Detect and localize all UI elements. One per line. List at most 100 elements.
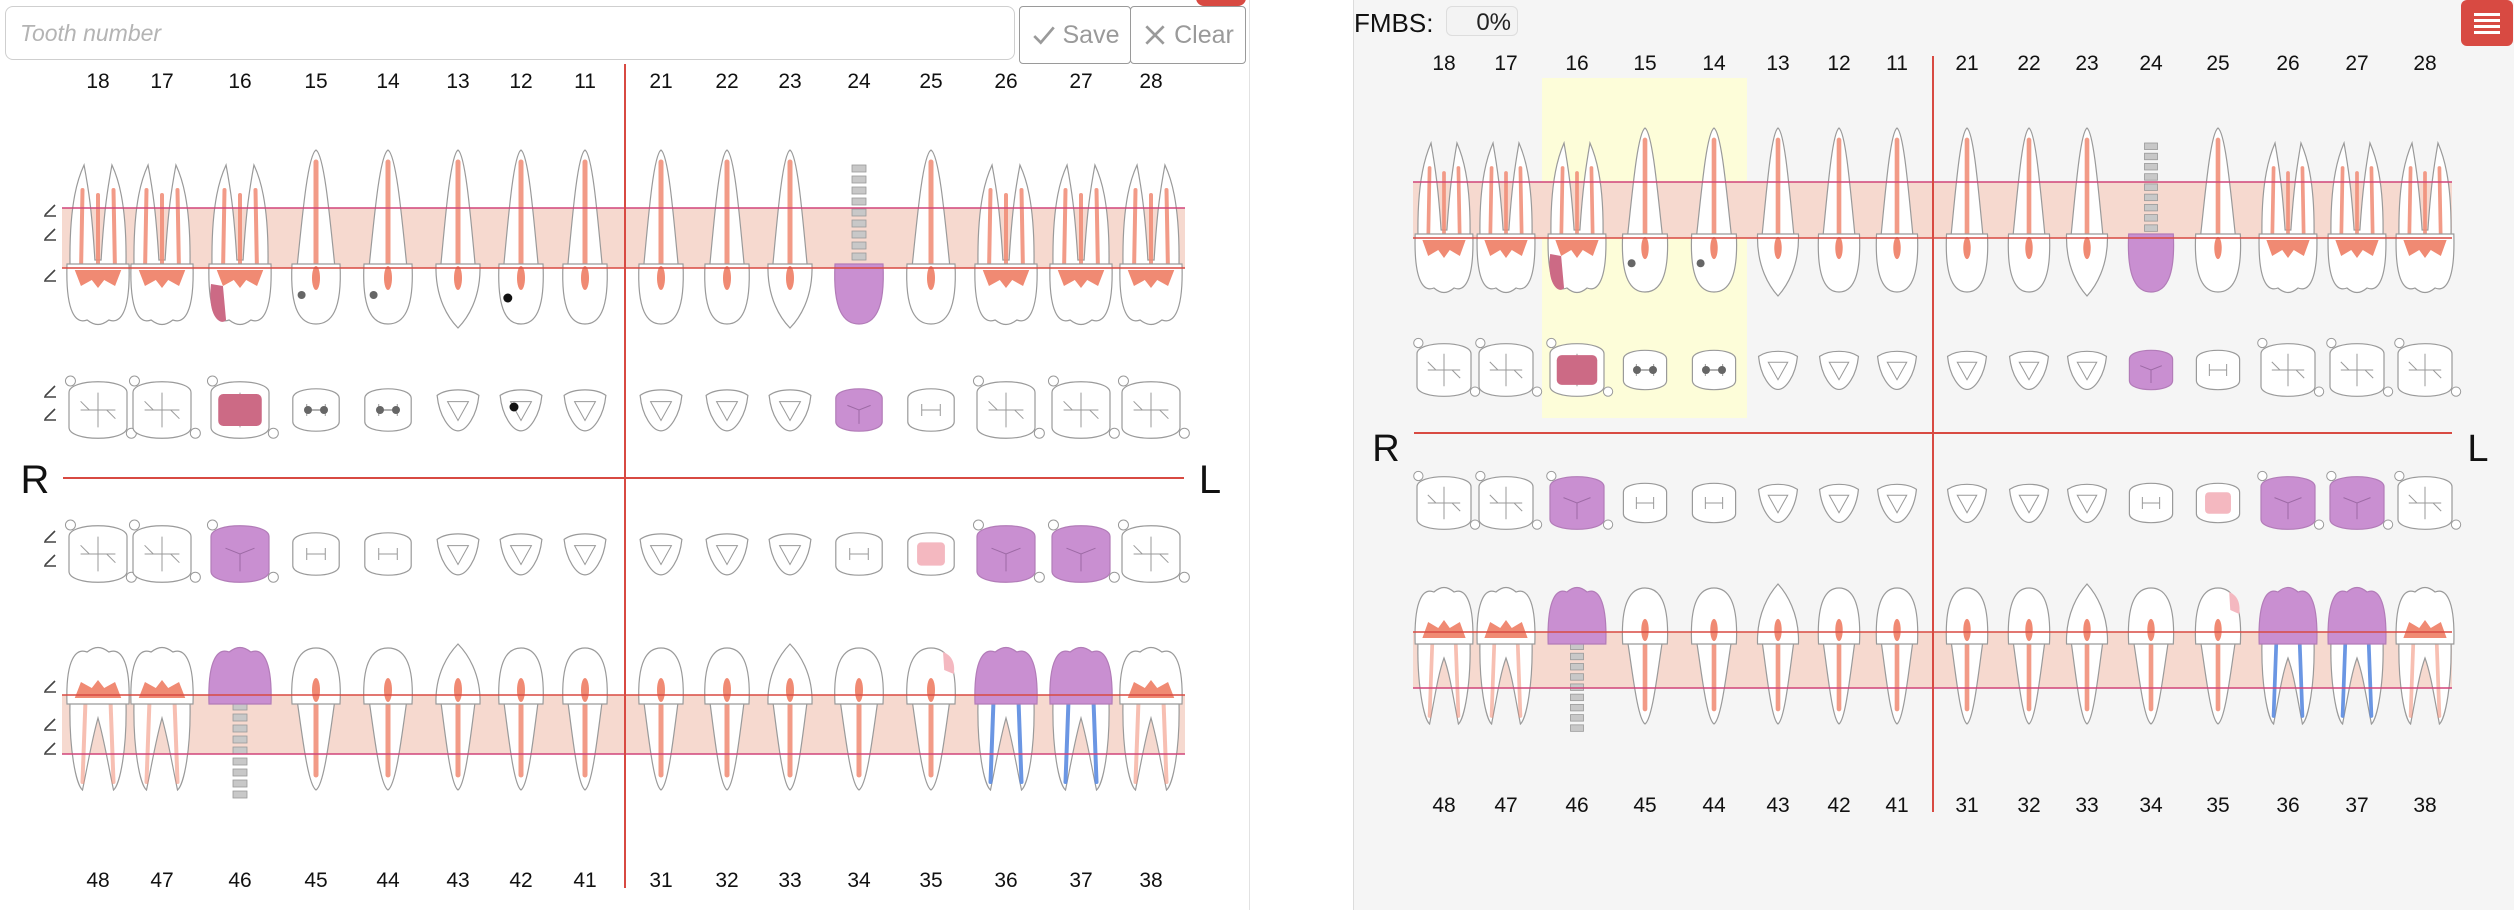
- left-tooth-23-pulp: [786, 266, 794, 290]
- right-tooth-16: [1546, 140, 1614, 397]
- right-tooth-18-surface-a: [1413, 337, 1424, 349]
- left-pencil-icon-3: [44, 385, 56, 398]
- left-tooth-27-surface-b: [1108, 427, 1120, 439]
- left-tooth-27: [1047, 163, 1120, 439]
- left-upper-label-11: 11: [574, 70, 596, 93]
- menu-button[interactable]: [2461, 0, 2513, 46]
- right-tooth-18: [1413, 140, 1481, 397]
- left-tooth-28-surface-b: [1178, 427, 1190, 439]
- right-lower-label-34: 34: [2139, 794, 2163, 817]
- left-tooth-27-pulp: [1057, 270, 1105, 288]
- check-icon: [1032, 26, 1055, 45]
- left-tooth-45-crown: [291, 647, 341, 705]
- right-tooth-45-crown: [1621, 587, 1669, 645]
- left-tooth-28-pulp: [1127, 270, 1175, 288]
- right-tooth-27-surface-a: [2326, 337, 2337, 349]
- left-tooth-43-crown: [435, 643, 481, 705]
- clear-button[interactable]: Clear: [1130, 6, 1246, 64]
- tooth-number-input[interactable]: [5, 6, 1015, 60]
- left-tooth-22: [704, 149, 750, 432]
- left-tooth-17-fissures: [144, 392, 180, 428]
- right-tooth-48-canals: [1427, 636, 1461, 718]
- right-lower-label-38: 38: [2413, 794, 2436, 817]
- left-pencil-icon-4: [44, 408, 56, 421]
- left-tooth-36: [972, 519, 1045, 792]
- left-tooth-41: [562, 533, 608, 791]
- right-tooth-12-pulp: [1835, 236, 1843, 260]
- left-tooth-41-crown: [562, 647, 608, 705]
- left-upper-label-14: 14: [376, 70, 400, 93]
- left-upper-label-18: 18: [86, 70, 109, 93]
- right-tooth-47-fissures: [1489, 486, 1523, 520]
- save-button[interactable]: Save: [1019, 6, 1131, 64]
- right-tooth-32-crown: [2007, 587, 2051, 645]
- right-upper-label-14: 14: [1702, 52, 1726, 75]
- hamburger-menu-icon: [2474, 13, 2500, 34]
- left-tooth-18-surface-a: [64, 375, 76, 387]
- left-side-left: L: [1199, 458, 1221, 502]
- left-tooth-25: [906, 149, 956, 432]
- right-tooth-26-surface-b: [2313, 386, 2325, 397]
- right-tooth-13: [1756, 127, 1800, 391]
- left-upper-label-24: 24: [847, 70, 871, 93]
- right-tooth-13-incisal: [1767, 361, 1789, 381]
- left-pencil-icon-9: [44, 742, 56, 755]
- right-tooth-44: [1690, 482, 1738, 725]
- left-lower-label-42: 42: [509, 869, 532, 892]
- right-tooth-33-occlusal: [2066, 483, 2108, 524]
- right-tooth-28-pulp: [2403, 240, 2447, 258]
- left-tooth-18-pulp: [74, 270, 122, 288]
- left-tooth-38-fissures: [1133, 536, 1169, 572]
- left-upper-label-22: 22: [715, 70, 738, 93]
- right-tooth-16-pulp: [1555, 240, 1599, 258]
- right-tooth-17: [1475, 140, 1543, 397]
- right-tooth-17-canals: [1488, 166, 1524, 247]
- right-tooth-28-surface-b: [2450, 386, 2462, 397]
- right-lower-label-43: 43: [1766, 794, 1789, 817]
- left-tooth-44-fissures: [378, 548, 398, 560]
- right-upper-label-22: 22: [2017, 52, 2040, 75]
- right-tooth-15-crown: [1621, 233, 1669, 293]
- left-tooth-16: [206, 163, 279, 439]
- left-tooth-14-dot: [369, 291, 378, 299]
- right-tooth-23-crown: [2065, 233, 2109, 297]
- right-lower-label-42: 42: [1827, 794, 1850, 817]
- right-tooth-13-pulp: [1774, 236, 1782, 260]
- right-tooth-16-surface-b: [1602, 386, 1614, 397]
- right-tooth-18-canals: [1426, 166, 1462, 247]
- right-tooth-43-incisal: [1767, 494, 1789, 514]
- right-tooth-46: [1546, 470, 1614, 732]
- left-tooth-18: [64, 163, 137, 439]
- right-tooth-37-canals: [2340, 636, 2374, 718]
- left-tooth-23-occlusal: [768, 389, 812, 432]
- left-tooth-12-pulp: [517, 266, 525, 290]
- right-tooth-37-surface-a: [2326, 470, 2337, 482]
- right-upper-label-13: 13: [1766, 52, 1789, 75]
- right-upper-label-16: 16: [1565, 52, 1588, 75]
- left-tooth-47-canals: [144, 696, 180, 784]
- right-tooth-45-pulp: [1641, 618, 1649, 642]
- right-tooth-38-surface-a: [2394, 470, 2405, 482]
- right-tooth-46-fissures: [1563, 497, 1591, 520]
- right-tooth-31: [1945, 483, 1989, 725]
- right-tooth-44-fissures: [1704, 497, 1724, 509]
- right-tooth-48-surface-b: [1469, 519, 1481, 530]
- right-tooth-33-pulp: [2083, 618, 2091, 642]
- left-tooth-26: [972, 163, 1045, 439]
- right-tooth-11-incisal: [1886, 361, 1908, 381]
- right-tooth-37-crown: [2327, 586, 2387, 645]
- left-tooth-31: [638, 533, 684, 791]
- right-tooth-13-crown: [1756, 233, 1800, 297]
- left-tooth-46-crown: [208, 646, 272, 705]
- right-tooth-32-incisal: [2018, 494, 2040, 514]
- right-tooth-28-surface-a: [2394, 337, 2405, 349]
- right-tooth-34-pulp: [2147, 618, 2155, 642]
- right-tooth-23-occlusal: [2066, 350, 2108, 391]
- left-upper-label-25: 25: [919, 70, 942, 93]
- left-tooth-38-surface-b: [1178, 571, 1190, 583]
- right-upper-label-25: 25: [2206, 52, 2229, 75]
- left-tooth-48-surface-a: [64, 519, 76, 531]
- right-tooth-32-pulp: [2025, 618, 2033, 642]
- right-tooth-48-pulp: [1422, 620, 1466, 638]
- right-tooth-26-surface-a: [2257, 337, 2268, 349]
